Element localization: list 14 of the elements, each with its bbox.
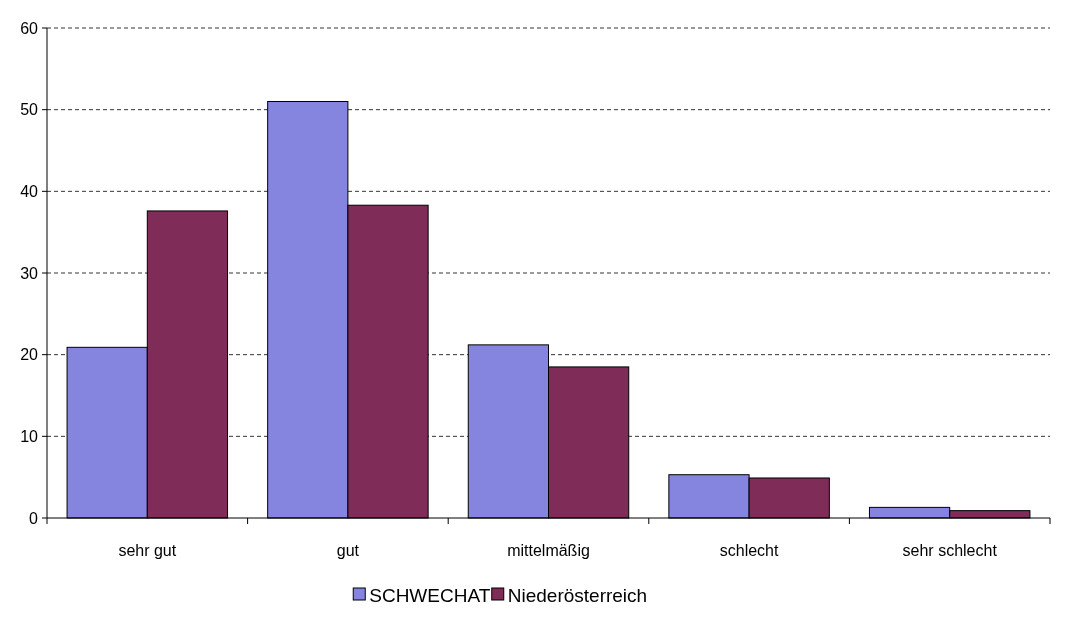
x-tick-label: sehr schlecht (902, 542, 998, 559)
y-tick-label: 30 (20, 264, 39, 282)
legend-label: SCHWECHAT (369, 584, 491, 606)
y-tick-label: 10 (20, 427, 39, 445)
y-tick-label: 20 (20, 346, 39, 364)
x-tick-label: mittelmäßig (507, 542, 590, 559)
y-tick-label: 40 (20, 182, 39, 200)
legend-label: Niederösterreich (507, 584, 648, 606)
x-tick-label: sehr gut (118, 542, 177, 559)
x-tick-label: gut (336, 542, 360, 559)
y-tick-label: 0 (29, 509, 39, 527)
x-tick-label: schlecht (719, 542, 779, 559)
y-tick-label: 50 (20, 101, 39, 119)
y-tick-label: 60 (20, 19, 39, 37)
